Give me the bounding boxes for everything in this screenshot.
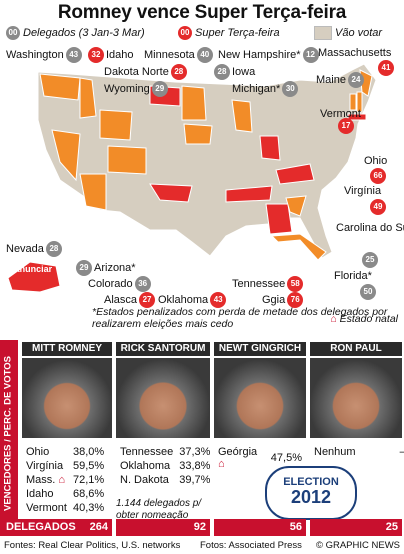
footer-credit: © GRAPHIC NEWS	[315, 540, 400, 551]
legend-delegates: 00 Delegados (3 Jan-3 Mar)	[6, 26, 145, 40]
state-alaska	[7, 261, 61, 293]
penalized-note: *Estados penalizados com perda de metade…	[92, 306, 388, 330]
state-south-carolina	[285, 195, 307, 217]
legend-delegates-label: Delegados (3 Jan-3 Mar)	[23, 27, 145, 39]
label-massachusetts: Massachusetts	[318, 47, 392, 59]
state-tennessee	[225, 185, 273, 203]
state-idaho	[79, 77, 97, 119]
results-table: Ohio 38,0% Virgínia 59,5% Mass. ⌂ 72,1% Ida…	[26, 446, 105, 514]
label-massachusetts-num: 41	[378, 60, 394, 76]
side-label: VENCEDORES / PERC. DE VOTOS	[2, 355, 14, 512]
legend-not-voting: Vão votar	[314, 26, 382, 40]
candidate-photo	[22, 358, 112, 438]
delegates-value: 92	[193, 521, 206, 533]
delegates-value: 25	[385, 521, 398, 533]
state-georgia	[265, 203, 293, 235]
label-florida-num: 50	[360, 284, 376, 300]
state-wyoming	[99, 109, 133, 141]
label-virginia-num: 49	[370, 199, 386, 215]
state-virginia	[275, 163, 315, 185]
candidate-photo	[214, 358, 306, 438]
needed-note: 1.144 delegados p/ obter nomeação	[116, 498, 202, 521]
label-washington: Washington 43	[6, 47, 82, 63]
state-oklahoma	[149, 183, 193, 203]
label-maine: Maine 24	[316, 72, 364, 88]
label-ggia: Ggia 76	[262, 292, 304, 308]
label-virginia: Virgínia	[344, 185, 382, 197]
state-washington	[39, 73, 81, 101]
candidate-photo	[310, 358, 402, 438]
label-oklahoma: Oklahoma 43	[158, 292, 227, 308]
results-table: Geórgia ⌂ 47,5%	[218, 446, 302, 470]
label-new-hampshire: New Hampshire* 12	[218, 47, 319, 63]
label-minnesota: Minnesota 40	[144, 47, 213, 63]
footer-sources: Fontes: Real Clear Politics, U.S. networ…	[4, 540, 181, 551]
candidate-name: MITT ROMNEY	[22, 342, 112, 356]
state-new-hampshire	[356, 91, 363, 113]
page-title: Romney vence Super Terça-feira	[57, 2, 347, 23]
legend-not-voting-label: Vão votar	[335, 27, 383, 39]
results-table: Tennessee 37,3% Oklahoma 33,8% N. Dakota 39…	[120, 446, 211, 486]
candidate-paul: RON PAUL Nenhum–	[310, 342, 404, 514]
label-dakota-norte: Dakota Norte 28	[104, 64, 187, 80]
candidate-name: RON PAUL	[310, 342, 402, 356]
delegates-gingrich: 56	[214, 519, 306, 536]
footer-photos: Fotos: Associated Press	[200, 540, 302, 551]
side-label-bar: VENCEDORES / PERC. DE VOTOS	[0, 340, 18, 536]
delegates-paul: 25	[310, 519, 402, 536]
state-florida	[270, 233, 327, 261]
candidate-name: NEWT GINGRICH	[214, 342, 306, 356]
label-carolina-sul: Carolina do Sul*	[336, 222, 404, 234]
label-ohio: Ohio	[364, 155, 388, 167]
legend-super: 00 Super Terça-feira	[178, 26, 280, 40]
delegates-romney: DELEGADOS 264	[2, 519, 112, 536]
delegates-label: DELEGADOS	[6, 521, 76, 533]
delegates-value: 56	[289, 521, 302, 533]
label-arizona: 29 Arizona*	[76, 260, 136, 276]
election-stamp: ELECTION 2012	[265, 466, 357, 520]
label-wyoming: Wyoming 29	[104, 81, 168, 97]
label-michigan: Michigan* 30	[232, 81, 299, 97]
candidate-name: RICK SANTORUM	[116, 342, 210, 356]
candidate-santorum: RICK SANTORUM Tennessee 37,3% Oklahoma 33,…	[116, 342, 210, 521]
candidate-romney: MITT ROMNEY Ohio 38,0% Virgínia 59,5% Mass…	[22, 342, 112, 514]
label-tennessee: Tennessee 58	[232, 276, 304, 292]
candidate-photo	[116, 358, 210, 438]
house-icon: ⌂	[330, 313, 337, 325]
legend-super-badge: 00	[178, 26, 192, 40]
label-alaska-note: A anunciar	[6, 264, 53, 274]
delegates-santorum: 92	[116, 519, 210, 536]
state-colorado	[107, 145, 147, 175]
label-iowa: 28 Iowa	[214, 64, 255, 80]
label-nevada: Nevada 28	[6, 241, 62, 257]
legend-swatch	[314, 26, 332, 40]
state-arizona	[79, 173, 107, 211]
us-map	[7, 63, 377, 293]
label-vermont-num: 17	[338, 118, 354, 134]
results-table: Nenhum–	[314, 446, 404, 458]
state-iowa	[183, 123, 213, 145]
state-ohio	[259, 135, 281, 161]
state-michigan	[231, 99, 253, 133]
label-carolina-sul-num: 25	[362, 252, 378, 268]
label-colorado: Colorado 36	[88, 276, 151, 292]
home-state-note: ⌂ Estado natal	[330, 313, 398, 325]
label-alasca: Alasca 27	[104, 292, 156, 308]
state-vermont	[349, 93, 357, 111]
house-icon: ⌂	[58, 474, 66, 486]
house-icon: ⌂	[218, 458, 225, 470]
legend-super-label: Super Terça-feira	[195, 27, 280, 39]
candidate-gingrich: NEWT GINGRICH Geórgia ⌂ 47,5%	[214, 342, 306, 514]
legend-delegates-badge: 00	[6, 26, 20, 40]
delegates-value: 264	[89, 521, 108, 533]
label-vermont: Vermont	[320, 108, 361, 120]
label-ohio-num: 66	[370, 168, 386, 184]
state-nevada	[51, 129, 81, 182]
label-idaho: 32 Idaho	[88, 47, 134, 63]
label-florida: Florida*	[334, 270, 372, 282]
state-minnesota	[181, 85, 207, 121]
